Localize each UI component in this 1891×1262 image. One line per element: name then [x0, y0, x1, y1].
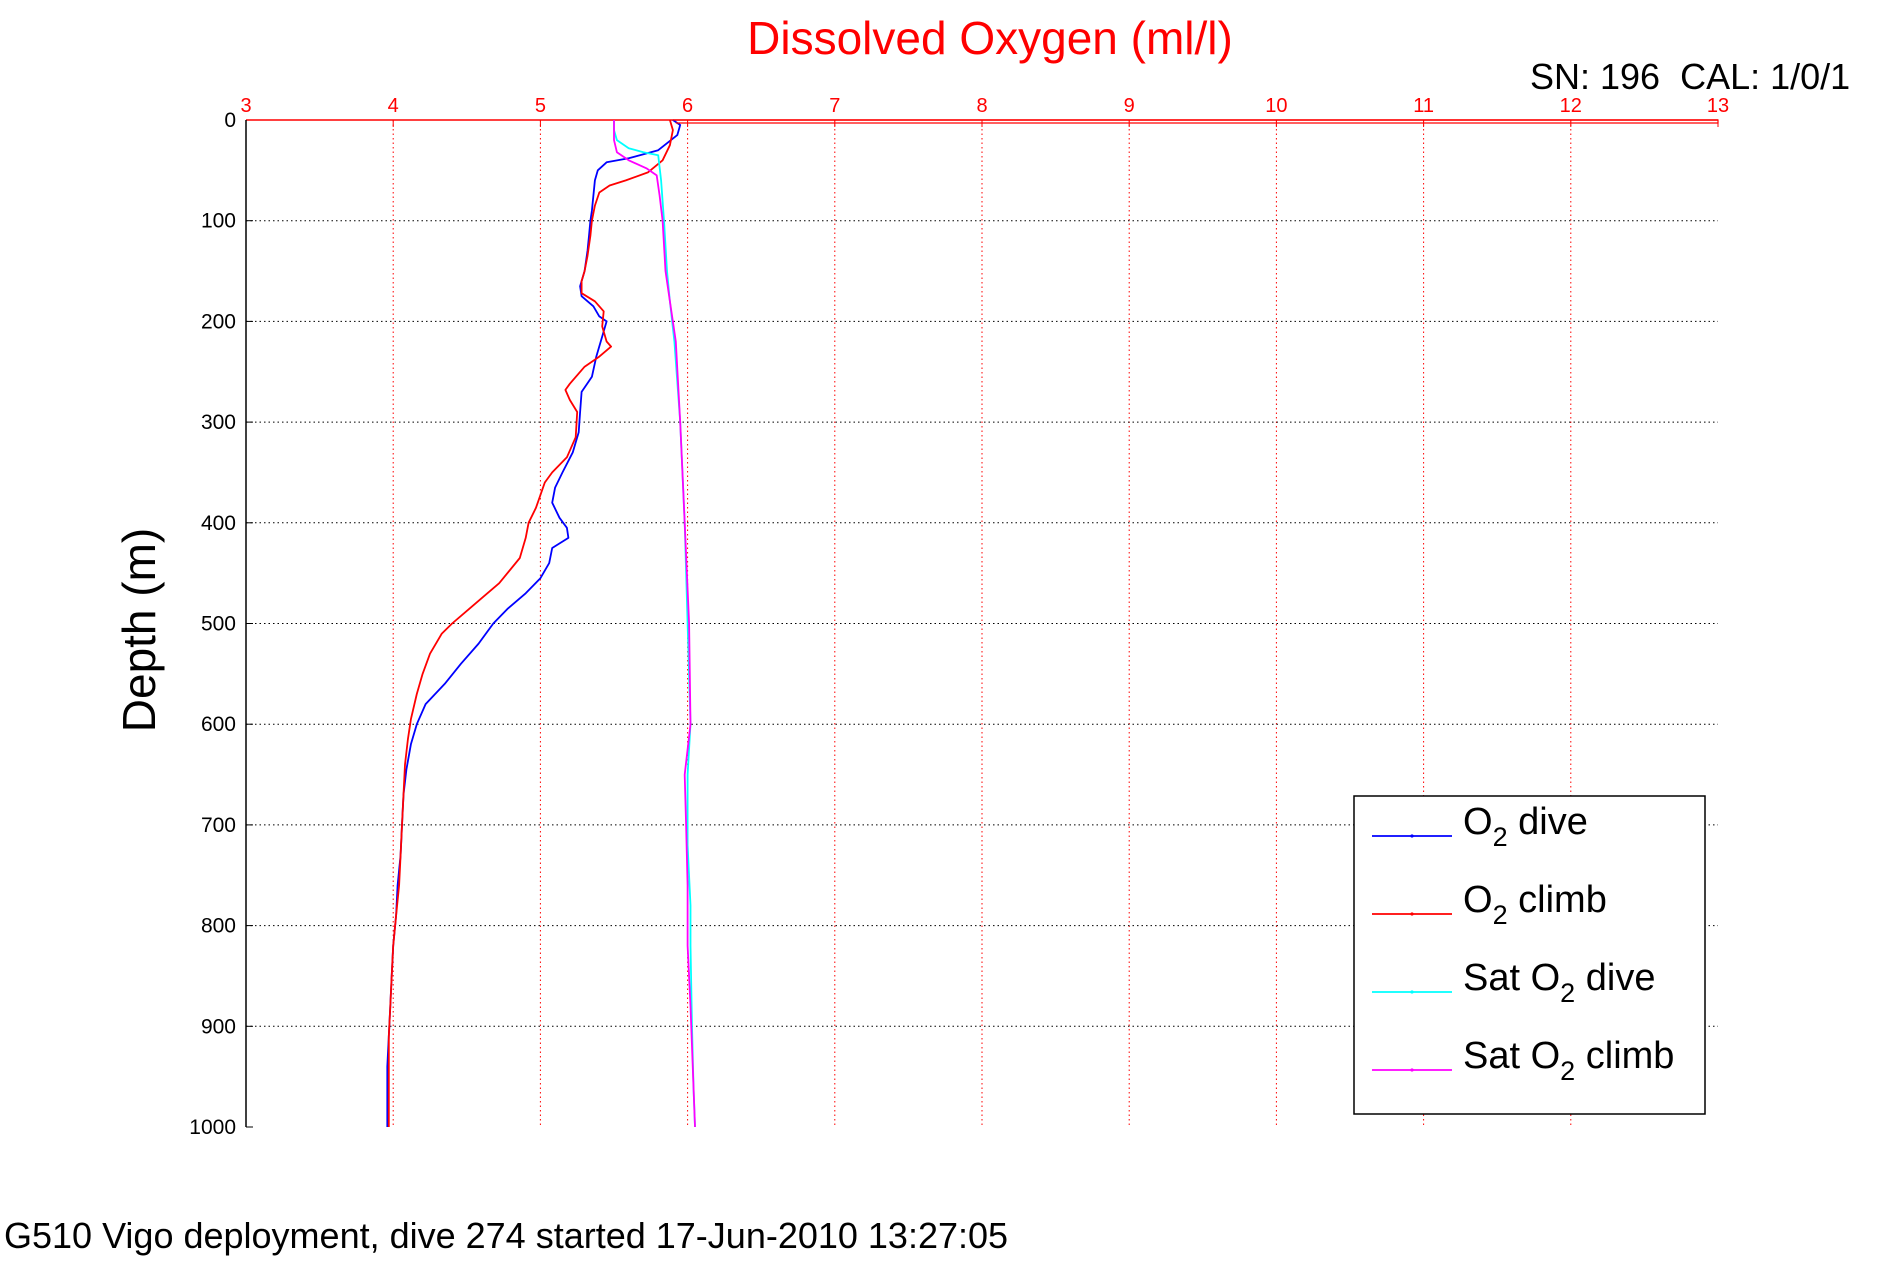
y-tick-label: 900 — [201, 1015, 236, 1038]
chart-title: Dissolved Oxygen (ml/l) — [747, 12, 1233, 64]
legend-label: O2 climb — [1463, 879, 1607, 930]
y-tick-label: 0 — [224, 109, 236, 132]
y-axis-label: Depth (m) — [113, 528, 165, 732]
sn-cal-annotation: SN: 196 CAL: 1/0/1 — [1530, 56, 1850, 97]
legend-marker — [1410, 834, 1414, 838]
surface-spike-line — [672, 119, 1719, 124]
x-tick-label: 6 — [682, 95, 693, 117]
legend-marker — [1410, 990, 1414, 994]
y-tick-label: 700 — [201, 814, 236, 837]
series-lines — [386, 119, 1719, 1128]
legend-marker — [1410, 912, 1414, 916]
y-tick-label: 200 — [201, 310, 236, 333]
legend-label: O2 dive — [1463, 801, 1588, 852]
x-tick-label: 9 — [1124, 95, 1135, 117]
x-tick-label: 12 — [1560, 95, 1582, 117]
y-tick-label: 1000 — [189, 1116, 236, 1139]
tick-labels: 3 4 5 6 7 8 9 10 11 12 13 0 100 200 300 400 500 600 700 800… — [189, 95, 1729, 1139]
x-tick-label: 11 — [1413, 95, 1434, 117]
legend-label: Sat O2 dive — [1463, 957, 1655, 1008]
legend-marker — [1410, 1068, 1414, 1072]
y-tick-label: 400 — [201, 512, 236, 535]
x-tick-label: 3 — [240, 95, 251, 117]
legend-box — [1353, 795, 1706, 1115]
x-tick-label: 5 — [535, 95, 546, 117]
grid — [246, 120, 1718, 1127]
legend-label: Sat O2 climb — [1463, 1035, 1674, 1086]
y-tick-label: 300 — [201, 411, 236, 434]
series-line-o2-climb — [387, 119, 674, 1127]
y-tick-label: 500 — [201, 613, 236, 636]
y-tick-label: 800 — [201, 915, 236, 938]
x-tick-label: 8 — [976, 95, 987, 117]
series-line-sat-o2-climb — [613, 120, 696, 1128]
x-tick-label: 10 — [1265, 95, 1287, 117]
footer-caption: G510 Vigo deployment, dive 274 started 1… — [4, 1215, 1008, 1256]
legend: O2 dive O2 climb Sat O2 dive Sat O2 climb — [1353, 795, 1706, 1115]
x-tick-label: 13 — [1707, 95, 1729, 117]
x-tick-label: 4 — [388, 95, 399, 117]
y-tick-label: 100 — [201, 210, 236, 233]
x-tick-label: 7 — [829, 95, 840, 117]
y-tick-label: 600 — [201, 713, 236, 736]
